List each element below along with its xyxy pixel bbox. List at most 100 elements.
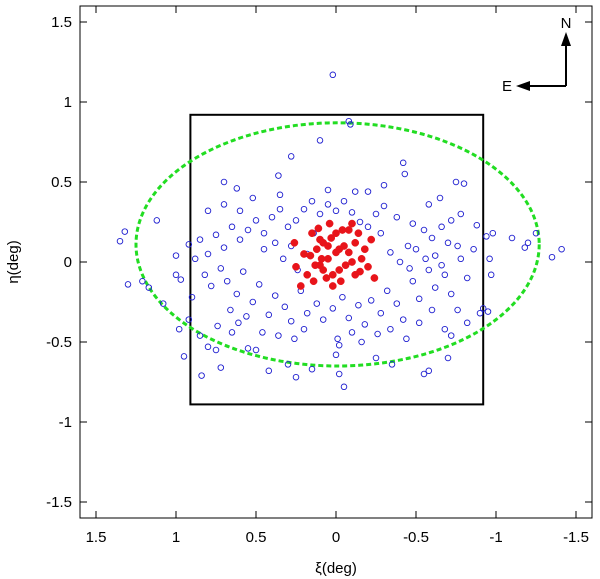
open-circle-point (361, 321, 369, 328)
filled-circle-point (300, 250, 308, 258)
open-circle-point (487, 271, 495, 279)
open-circle-point (228, 223, 236, 231)
open-circle-point (159, 300, 167, 307)
axis-ticks: 1.5 1 0.5 0 -0.5 -1 -1.5 -1.5 -1 -0.5 0 0.5 1 1.5 (46, 6, 592, 546)
open-circle-point (399, 316, 407, 323)
open-circle-point (265, 311, 273, 319)
open-circle-point (276, 191, 284, 199)
open-circle-point (479, 305, 487, 312)
open-circle-point (447, 332, 455, 339)
open-circle-point (259, 329, 266, 336)
open-circle-point (220, 201, 228, 208)
open-circle-point (177, 276, 185, 283)
open-circle-point (204, 250, 212, 258)
open-circle-point (275, 172, 282, 179)
open-circle-point (214, 322, 221, 330)
filled-circle-point (364, 262, 372, 271)
open-circle-point (388, 361, 396, 368)
open-circle-point (524, 239, 532, 247)
filled-circle-point (328, 270, 337, 279)
y-tick-label: -1 (59, 414, 72, 431)
open-circle-point (489, 229, 497, 237)
open-circle-point (236, 236, 244, 243)
open-circle-point (300, 205, 308, 213)
open-circle-point (356, 218, 364, 226)
filled-circle-point (354, 229, 363, 238)
open-circle-point (220, 178, 228, 186)
open-circle-point (145, 284, 153, 291)
open-circle-point (339, 293, 346, 301)
compass-rose: N E (502, 15, 571, 95)
filled-circle-point (348, 258, 356, 266)
open-circle-point (180, 353, 188, 360)
open-circle-point (255, 281, 263, 288)
open-circle-point (401, 170, 409, 178)
open-circle-point (291, 335, 298, 343)
filled-circle-point (344, 248, 353, 257)
y-tick-label: -0.5 (46, 334, 72, 351)
filled-circle-point (327, 234, 336, 242)
x-axis-label: ξ(deg) (315, 560, 357, 577)
open-circle-point (409, 277, 417, 285)
open-circle-point (324, 186, 332, 194)
open-circle-point (284, 361, 292, 368)
open-circle-point (316, 210, 324, 218)
filled-circle-point (341, 261, 350, 270)
y-tick-label: 1.5 (51, 14, 72, 31)
open-circle-point (191, 255, 199, 263)
open-circle-point (406, 265, 413, 272)
north-label: N (561, 15, 572, 32)
filled-circle-point (319, 266, 328, 274)
open-circle-point (244, 345, 252, 352)
filled-circle-point (335, 266, 344, 274)
open-circle-point (348, 209, 356, 216)
open-circle-point (425, 266, 433, 274)
open-circle-point (244, 226, 252, 234)
filled-circle-point (312, 245, 321, 254)
open-circle-point (377, 229, 385, 237)
open-circle-point (441, 271, 449, 279)
open-circle-point (220, 244, 228, 251)
open-circle-point (486, 255, 493, 263)
filled-circle-point (370, 274, 379, 282)
open-circle-point (460, 180, 468, 187)
filled-circle-point (325, 219, 334, 228)
filled-circle-point (357, 254, 366, 263)
open-circle-point (428, 306, 436, 314)
open-circle-point (335, 341, 343, 349)
open-circle-point (347, 121, 354, 128)
open-circle-point (470, 245, 477, 253)
y-tick-label: -1.5 (46, 494, 72, 511)
filled-circle-point (322, 274, 331, 282)
filled-circle-point (335, 245, 344, 254)
east-label: E (502, 78, 512, 95)
open-circle-point (172, 252, 180, 259)
open-circle-point (300, 325, 308, 333)
open-circle-point (236, 207, 244, 215)
open-circle-point (185, 316, 193, 323)
open-circle-point (268, 213, 276, 221)
open-circle-point (372, 354, 380, 362)
open-circle-point (124, 281, 132, 288)
open-circle-point (441, 325, 449, 333)
open-circle-point (372, 210, 380, 218)
open-circle-point (454, 242, 461, 250)
open-circle-point (139, 277, 146, 285)
filled-circle-point (336, 277, 345, 286)
open-circle-point (313, 300, 321, 307)
open-circle-point (351, 188, 359, 195)
open-circle-point (393, 213, 401, 221)
open-circle-point (431, 284, 439, 291)
open-circle-point (463, 319, 471, 327)
open-circle-point (334, 335, 341, 343)
open-circle-point (239, 268, 247, 275)
open-circle-point (235, 319, 242, 327)
open-circle-point (425, 367, 433, 375)
open-circle-point (196, 332, 204, 339)
open-circle-point (271, 292, 279, 299)
filled-circle-point (316, 235, 324, 244)
open-circle-point (436, 194, 444, 202)
filled-circle-point (344, 226, 353, 234)
open-circle-point (438, 261, 445, 269)
open-circle-point (383, 287, 391, 295)
